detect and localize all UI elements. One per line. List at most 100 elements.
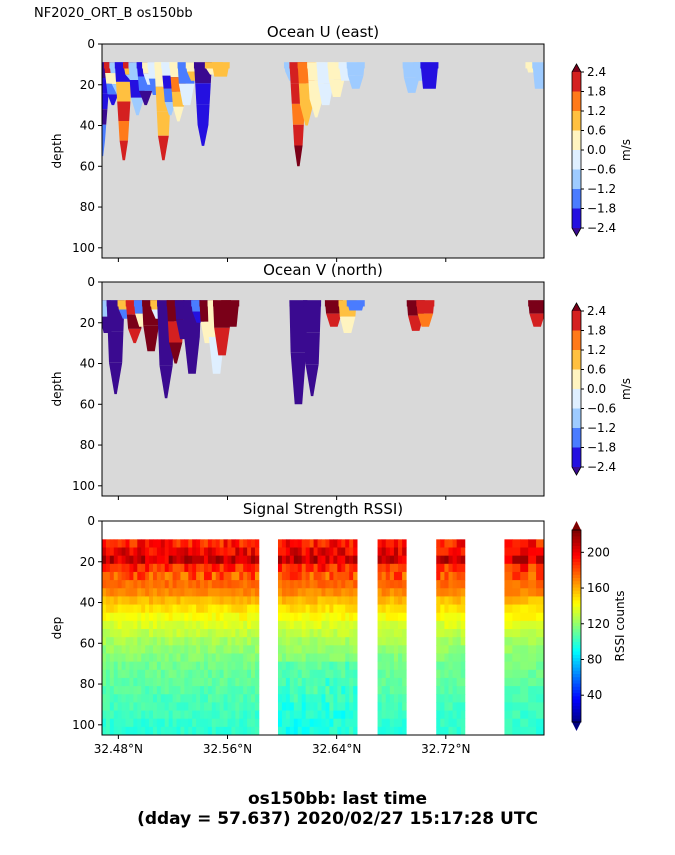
- rssi-cell: [398, 580, 403, 589]
- rssi-cell: [164, 694, 170, 703]
- rssi-cell: [333, 563, 338, 573]
- rssi-cell: [192, 580, 197, 589]
- rssi-cell: [176, 686, 181, 695]
- rssi-cell: [160, 596, 166, 605]
- rssi-cell: [102, 645, 107, 654]
- rssi-cell: [440, 539, 445, 548]
- rssi-cell: [203, 563, 209, 573]
- axes-frame: [101, 43, 545, 259]
- colorbar-tick-label: −2.4: [587, 460, 616, 474]
- rssi-cell: [251, 718, 256, 728]
- rssi-cell: [231, 686, 236, 695]
- rssi-cell: [219, 596, 224, 605]
- rssi-cell: [293, 629, 299, 638]
- rssi-cell: [113, 596, 119, 605]
- rssi-cell: [215, 596, 221, 605]
- rssi-cell: [337, 539, 342, 548]
- rssi-cell: [277, 588, 283, 597]
- rssi-cell: [341, 637, 346, 646]
- rssi-cell: [393, 620, 399, 630]
- rssi-cell: [452, 588, 458, 597]
- rssi-cell: [440, 726, 445, 735]
- rssi-cell: [402, 702, 407, 711]
- rssi-cell: [293, 677, 299, 687]
- rssi-cell: [117, 629, 123, 638]
- rssi-cell: [196, 686, 201, 695]
- rssi-cell: [398, 669, 403, 679]
- rssi-cell: [223, 661, 228, 671]
- rssi-cell: [385, 661, 391, 671]
- rssi-cell: [381, 637, 387, 646]
- rssi-cell: [444, 539, 449, 548]
- rssi-cell: [444, 645, 449, 654]
- rssi-cell: [452, 612, 458, 622]
- rssi-cell: [309, 539, 314, 548]
- velocity-cell: [197, 125, 209, 146]
- rssi-cell: [164, 661, 170, 671]
- rssi-cell: [254, 645, 260, 654]
- rssi-cell: [192, 620, 197, 630]
- rssi-cell: [293, 653, 299, 663]
- rssi-cell: [321, 661, 326, 671]
- rssi-cell: [184, 571, 189, 581]
- rssi-cell: [325, 702, 330, 711]
- rssi-cell: [152, 726, 158, 735]
- rssi-cell: [448, 677, 453, 687]
- rssi-cell: [223, 677, 228, 687]
- rssi-cell: [105, 661, 111, 671]
- rssi-cell: [377, 718, 383, 728]
- rssi-cell: [325, 637, 330, 646]
- rssi-cell: [341, 604, 346, 614]
- rssi-cell: [444, 620, 449, 630]
- plot-area-u: [102, 44, 544, 258]
- rssi-cell: [436, 726, 441, 735]
- rssi-cell: [200, 629, 205, 638]
- rssi-cell: [448, 629, 453, 638]
- rssi-cell: [444, 718, 449, 728]
- rssi-cell: [141, 588, 146, 597]
- colorbar-band: [572, 549, 581, 553]
- rssi-cell: [121, 629, 126, 638]
- rssi-cell: [137, 580, 142, 589]
- rssi-cell: [192, 629, 197, 638]
- rssi-cell: [117, 645, 123, 654]
- rssi-cell: [203, 661, 209, 671]
- rssi-cell: [452, 629, 458, 638]
- rssi-cell: [129, 555, 134, 565]
- rssi-cell: [231, 718, 236, 728]
- rssi-cell: [223, 718, 228, 728]
- rssi-cell: [333, 629, 338, 638]
- y-tick-label: 0: [87, 275, 95, 289]
- rssi-cell: [309, 694, 314, 703]
- rssi-cell: [536, 596, 544, 605]
- rssi-cell: [200, 596, 205, 605]
- rssi-cell: [398, 629, 403, 638]
- colorbar-band: [572, 683, 581, 688]
- rssi-cell: [337, 612, 342, 622]
- rssi-cell: [172, 580, 177, 589]
- rssi-cell: [156, 718, 162, 728]
- colorbar-band: [572, 208, 581, 229]
- rssi-cell: [203, 620, 209, 630]
- rssi-cell: [317, 620, 322, 630]
- rssi-cell: [207, 580, 213, 589]
- rssi-cell: [235, 686, 240, 695]
- rssi-cell: [102, 588, 107, 597]
- rssi-cell: [398, 620, 403, 630]
- rssi-cell: [337, 726, 342, 735]
- rssi-cell: [231, 629, 236, 638]
- rssi-cell: [444, 694, 449, 703]
- rssi-cell: [385, 653, 391, 663]
- rssi-cell: [456, 661, 462, 671]
- rssi-cell: [247, 596, 252, 605]
- rssi-cell: [333, 669, 338, 679]
- rssi-cell: [285, 653, 291, 663]
- rssi-cell: [231, 555, 236, 565]
- rssi-cell: [398, 571, 403, 581]
- rssi-cell: [337, 637, 342, 646]
- rssi-cell: [200, 539, 205, 548]
- rssi-cell: [398, 726, 403, 735]
- rssi-cell: [215, 645, 221, 654]
- rssi-cell: [239, 686, 244, 695]
